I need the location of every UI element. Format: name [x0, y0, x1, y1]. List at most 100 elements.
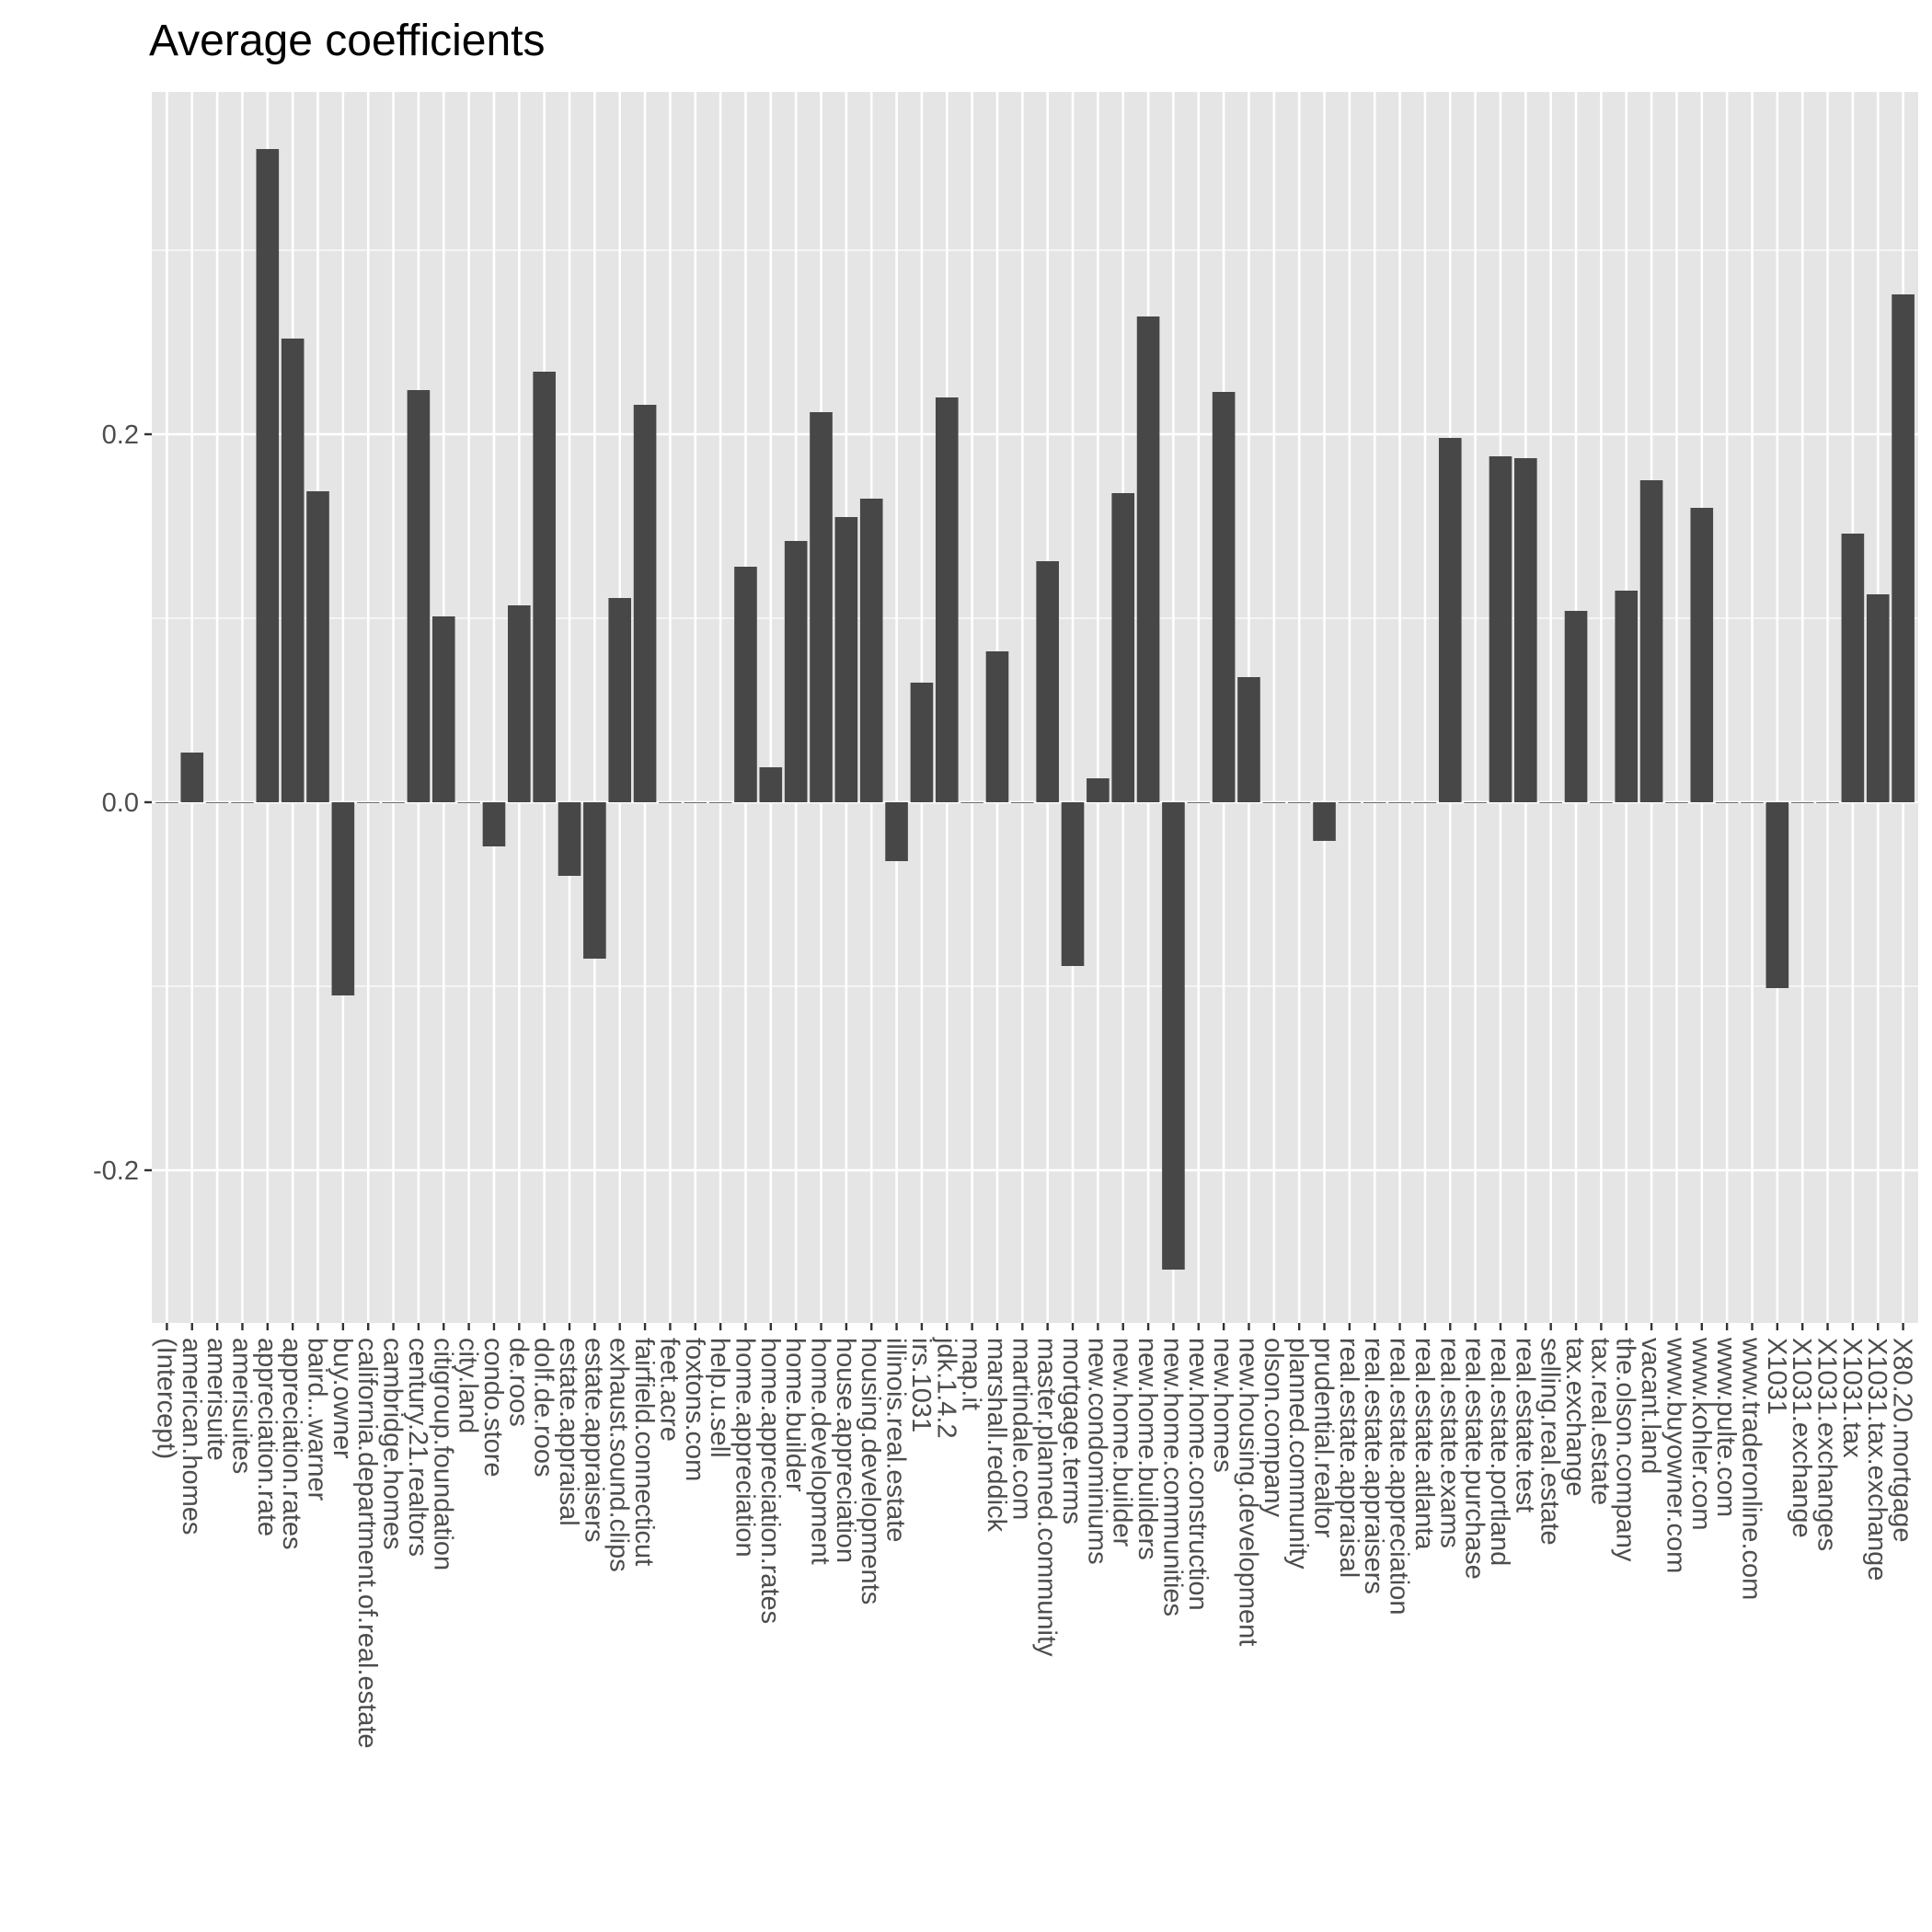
bar	[1639, 480, 1663, 802]
bar	[508, 605, 531, 802]
x-tick-label: citigroup.foundation	[428, 1338, 457, 1570]
bar	[659, 802, 682, 803]
x-tick-label: american.homes	[177, 1338, 206, 1535]
x-tick-label: home.appreciation.rates	[755, 1338, 785, 1624]
x-tick-label: X80.20.mortgage	[1888, 1338, 1917, 1542]
x-tick-label: map.it	[957, 1338, 986, 1410]
x-tick-label: home.development	[806, 1338, 835, 1565]
bar	[1892, 294, 1915, 802]
x-tick-label: martindale.com	[1006, 1338, 1036, 1520]
x-tick-label: estate.appraisal	[554, 1338, 583, 1526]
bar	[205, 802, 229, 803]
bar	[382, 802, 405, 803]
bar	[1212, 392, 1236, 802]
bar	[1816, 802, 1839, 803]
x-tick-label: california.department.of.real.estate	[352, 1338, 382, 1749]
bar	[759, 767, 783, 802]
x-tick-label: olson.company	[1259, 1338, 1288, 1518]
x-tick-label: home.appreciation	[730, 1338, 759, 1558]
bar	[356, 802, 380, 803]
y-axis: -0.2 0.0 0.2	[93, 420, 152, 1186]
bar	[810, 412, 833, 802]
bar	[1765, 802, 1789, 988]
x-tick-label: X1031.tax.exchange	[1862, 1338, 1892, 1581]
bar	[1262, 802, 1286, 803]
bar	[1338, 802, 1362, 803]
bar	[885, 802, 908, 861]
bar	[708, 802, 732, 803]
x-tick-label: new.home.communities	[1157, 1338, 1187, 1616]
x-tick-label: dolf.de.roos	[529, 1338, 558, 1478]
x-tick-label: jdk.1.4.2	[931, 1337, 960, 1439]
x-tick-label: exhaust.sound.clips	[604, 1338, 634, 1572]
bar	[1564, 611, 1588, 802]
bar	[734, 567, 757, 802]
x-tick-label: X1031	[1762, 1338, 1791, 1415]
bar	[281, 339, 305, 802]
x-tick-label: irs.1031	[906, 1338, 936, 1432]
x-tick-label: www.buyowner.com	[1661, 1337, 1690, 1573]
x-tick-label: feet.acre	[654, 1338, 684, 1442]
bar	[431, 616, 455, 802]
x-tick-label: help.u.sell	[705, 1338, 734, 1458]
bar	[1061, 802, 1085, 966]
x-tick-label: century.21.realtors	[403, 1338, 432, 1557]
bar	[1665, 802, 1688, 803]
x-tick-label: foxtons.com	[680, 1338, 709, 1481]
x-tick-label: new.homes	[1208, 1338, 1237, 1473]
x-tick-label: real.estate.appraisal	[1334, 1338, 1363, 1578]
bar	[784, 541, 808, 802]
x-tick-label: illinois.real.estate	[881, 1338, 911, 1542]
y-tick-label: -0.2	[93, 1156, 139, 1186]
x-tick-label: baird...warner	[303, 1338, 332, 1501]
bar	[1237, 677, 1260, 802]
x-tick-label: prudential.realtor	[1309, 1338, 1339, 1538]
bar	[1087, 778, 1110, 802]
bar	[1036, 561, 1059, 802]
chart-title: Average coefficients	[149, 17, 546, 65]
y-tick-label: 0.0	[102, 788, 139, 818]
x-tick-label: new.home.builder	[1108, 1338, 1137, 1547]
x-tick-label: X1031.exchanges	[1812, 1338, 1842, 1551]
x-tick-label: planned.community	[1283, 1338, 1313, 1570]
x-tick-label: real.estate.purchase	[1460, 1338, 1489, 1580]
x-tick-label: tax.exchange	[1560, 1338, 1590, 1497]
bar	[1313, 802, 1336, 841]
x-tick-label: real.estate.portland	[1485, 1338, 1514, 1566]
x-tick-label: new.home.builders	[1133, 1338, 1162, 1560]
x-tick-label: real.estate.appraisers	[1359, 1338, 1388, 1594]
bar	[1841, 534, 1865, 802]
bar	[608, 598, 632, 802]
x-tick-label: master.planned.community	[1032, 1338, 1062, 1657]
bar	[1187, 802, 1211, 803]
x-tick-label: tax.real.estate	[1585, 1338, 1615, 1505]
bar	[684, 802, 707, 803]
bar	[935, 397, 959, 802]
x-tick-label: mortgage.terms	[1057, 1338, 1087, 1524]
bar	[1136, 316, 1160, 802]
bar	[633, 405, 657, 802]
bar	[1464, 802, 1487, 803]
x-tick-label: fairfield.connecticut	[629, 1338, 659, 1566]
bar	[482, 802, 506, 846]
x-tick-label: www.pulte.com	[1711, 1337, 1741, 1517]
x-tick-label: new.home.construction	[1183, 1338, 1213, 1611]
bar	[1413, 802, 1437, 803]
x-tick-label: city.land	[454, 1338, 483, 1433]
x-tick-label: X1031.tax	[1837, 1338, 1867, 1458]
x-tick-label: de.roos	[503, 1338, 533, 1427]
x-tick-label: selling.real.estate	[1535, 1338, 1565, 1546]
x-tick-label: real.estate.exams	[1434, 1338, 1464, 1548]
bar	[331, 802, 355, 995]
bar	[1011, 802, 1034, 803]
bar	[306, 491, 329, 802]
bar	[859, 499, 883, 802]
bar	[1866, 594, 1890, 802]
x-tick-label: cambridge.homes	[378, 1338, 408, 1550]
major-gridlines	[152, 92, 1918, 1323]
x-tick-label: real.estate.appreciation	[1385, 1338, 1414, 1615]
bar	[1363, 802, 1386, 803]
x-tick-label: housing.developments	[856, 1338, 885, 1604]
bar	[910, 683, 934, 802]
x-tick-label: house.appreciation	[831, 1338, 860, 1563]
